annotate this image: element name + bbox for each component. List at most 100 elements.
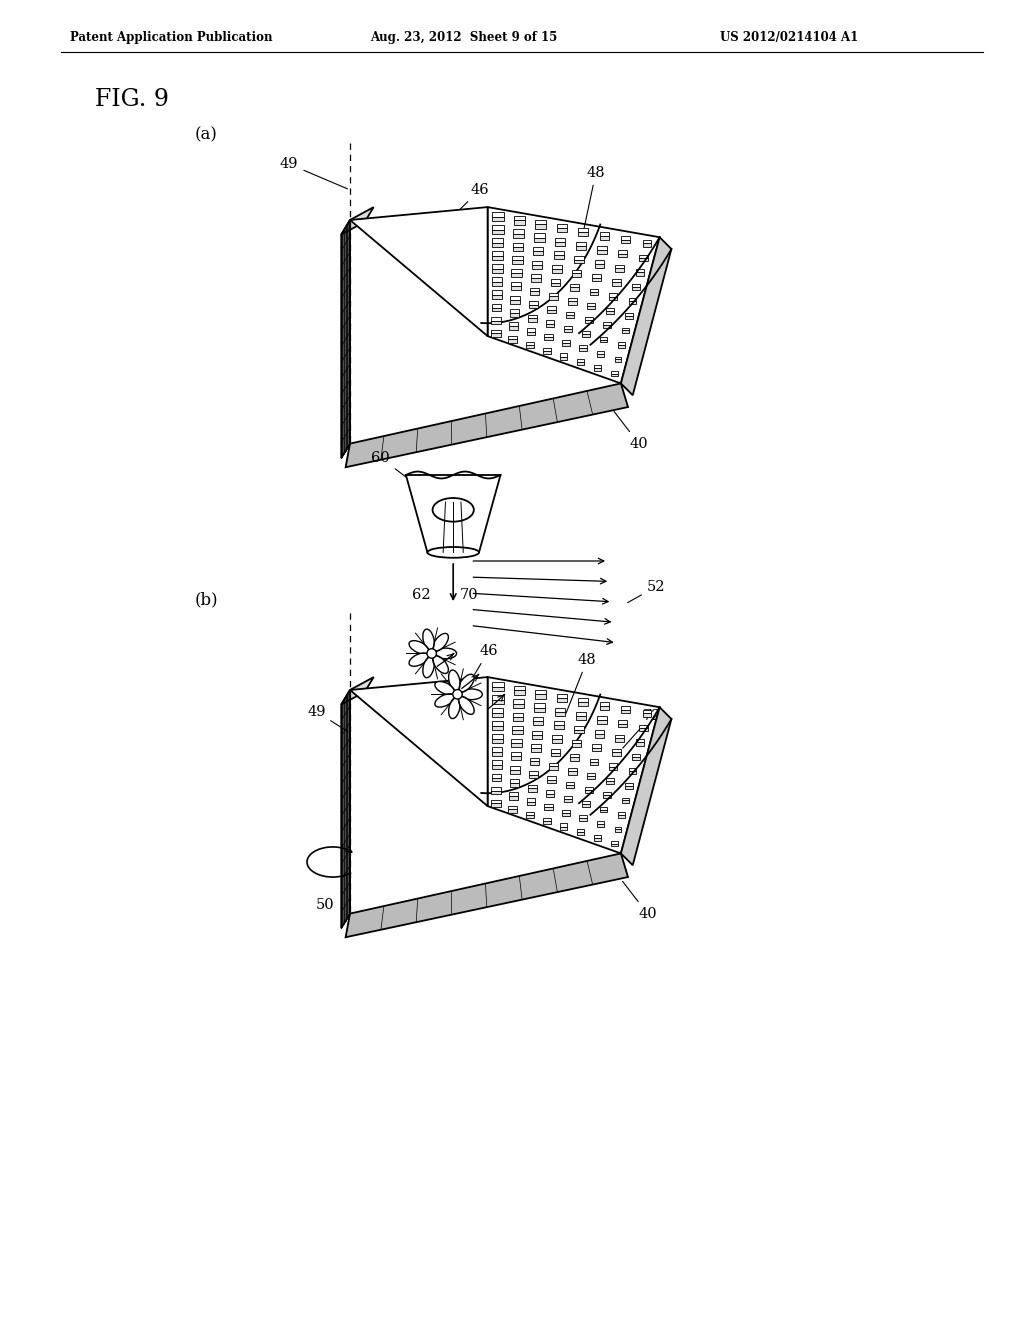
Polygon shape [511, 282, 521, 286]
Polygon shape [587, 302, 595, 306]
Polygon shape [545, 334, 553, 337]
Ellipse shape [409, 640, 429, 653]
Polygon shape [549, 763, 558, 767]
Polygon shape [582, 334, 590, 338]
Polygon shape [600, 236, 609, 240]
Text: 48: 48 [566, 653, 597, 713]
Polygon shape [597, 719, 606, 723]
Polygon shape [595, 260, 604, 264]
Polygon shape [492, 804, 501, 808]
Polygon shape [555, 238, 565, 242]
Polygon shape [493, 696, 504, 700]
Polygon shape [554, 726, 563, 730]
Polygon shape [572, 743, 582, 747]
Ellipse shape [433, 656, 449, 673]
Polygon shape [526, 799, 536, 801]
Polygon shape [590, 289, 598, 292]
Polygon shape [557, 228, 567, 232]
Polygon shape [545, 804, 553, 807]
Ellipse shape [423, 630, 434, 649]
Polygon shape [549, 293, 558, 296]
Polygon shape [618, 721, 627, 723]
Polygon shape [513, 713, 523, 717]
Polygon shape [600, 339, 607, 342]
Polygon shape [527, 788, 537, 792]
Polygon shape [579, 698, 588, 702]
Polygon shape [527, 318, 537, 322]
Polygon shape [531, 275, 541, 279]
Polygon shape [513, 243, 523, 247]
Polygon shape [492, 747, 502, 751]
Polygon shape [513, 230, 524, 234]
Polygon shape [346, 383, 628, 467]
Polygon shape [564, 796, 572, 799]
Polygon shape [614, 829, 622, 832]
Polygon shape [511, 273, 521, 277]
Text: 49: 49 [307, 705, 348, 731]
Polygon shape [621, 708, 672, 865]
Polygon shape [632, 754, 640, 756]
Polygon shape [551, 752, 560, 756]
Polygon shape [551, 748, 560, 752]
Polygon shape [526, 331, 536, 335]
Polygon shape [570, 758, 579, 760]
Circle shape [453, 689, 462, 700]
Text: 40: 40 [623, 882, 656, 920]
Polygon shape [530, 762, 540, 766]
Polygon shape [492, 277, 502, 281]
Text: US 2012/0214104 A1: US 2012/0214104 A1 [720, 30, 858, 44]
Polygon shape [493, 713, 504, 717]
Polygon shape [632, 756, 640, 760]
Polygon shape [492, 734, 503, 739]
Polygon shape [551, 279, 560, 282]
Text: 40: 40 [614, 412, 648, 450]
Polygon shape [548, 780, 556, 784]
Polygon shape [509, 339, 517, 343]
Polygon shape [597, 246, 606, 249]
Polygon shape [510, 770, 520, 774]
Polygon shape [636, 739, 644, 742]
Ellipse shape [427, 546, 479, 558]
Polygon shape [534, 247, 544, 251]
Polygon shape [611, 841, 617, 843]
Polygon shape [636, 272, 644, 276]
Polygon shape [530, 758, 540, 762]
Polygon shape [579, 232, 588, 236]
Polygon shape [572, 739, 582, 743]
Polygon shape [531, 744, 541, 748]
Polygon shape [341, 677, 374, 705]
Polygon shape [643, 240, 651, 243]
Polygon shape [614, 359, 622, 362]
Polygon shape [543, 821, 551, 824]
Polygon shape [555, 242, 565, 246]
Polygon shape [562, 343, 569, 346]
Polygon shape [582, 331, 590, 334]
Polygon shape [510, 309, 519, 313]
Polygon shape [511, 752, 521, 756]
Polygon shape [622, 710, 631, 713]
Polygon shape [597, 824, 604, 826]
Polygon shape [492, 777, 502, 781]
Polygon shape [493, 682, 504, 686]
Polygon shape [546, 793, 554, 797]
Polygon shape [562, 813, 569, 816]
Polygon shape [512, 260, 522, 264]
Polygon shape [546, 323, 554, 327]
Polygon shape [560, 356, 567, 359]
Polygon shape [492, 264, 503, 268]
Polygon shape [636, 742, 644, 746]
Ellipse shape [409, 653, 429, 667]
Polygon shape [595, 734, 604, 738]
Polygon shape [532, 264, 542, 268]
Text: 52: 52 [628, 579, 666, 603]
Polygon shape [341, 207, 374, 235]
Polygon shape [609, 763, 617, 767]
Polygon shape [492, 321, 501, 325]
Polygon shape [536, 690, 546, 694]
Polygon shape [585, 791, 593, 793]
Polygon shape [512, 256, 522, 260]
Polygon shape [636, 269, 644, 272]
Polygon shape [492, 281, 502, 285]
Ellipse shape [435, 681, 455, 694]
Polygon shape [513, 700, 524, 704]
